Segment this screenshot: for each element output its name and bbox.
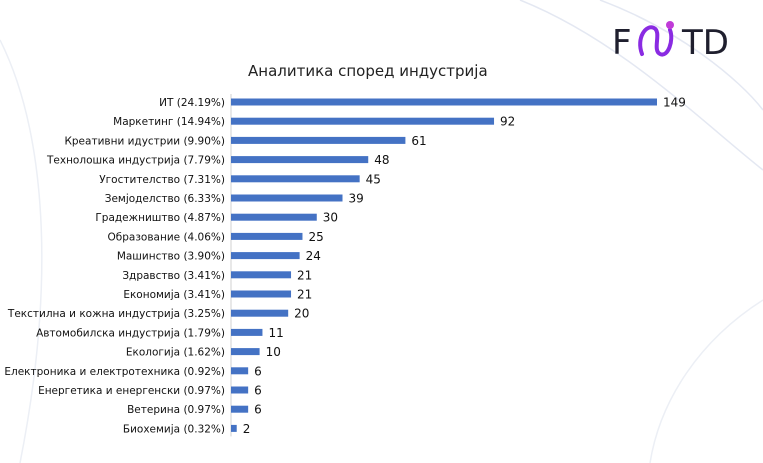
bar [231,136,406,144]
value-label: 149 [663,96,686,110]
value-label: 21 [297,268,312,282]
category-label: Биохемија (0.32%) [123,423,225,435]
brand-logo: F TD [612,21,729,62]
category-label: Образование (4.06%) [107,231,225,243]
value-label: 25 [308,230,323,244]
logo-swirl-icon [638,21,674,57]
bar [231,309,289,317]
value-label: 21 [297,288,312,302]
logo-text-left: F [612,23,632,62]
category-label: Екологија (1.62%) [126,347,225,359]
value-label: 39 [349,192,364,206]
bar [231,252,300,260]
bar [231,328,263,336]
bar [231,232,303,240]
category-label: Автомобилска индустрија (1.79%) [36,327,225,339]
category-label: Маркетинг (14.94%) [113,116,225,128]
category-label: Угостителство (7.31%) [99,174,225,186]
bar [231,213,317,221]
bar [231,424,237,432]
value-label: 10 [266,345,281,359]
bar [231,98,657,106]
category-label: Земјоделство (6.33%) [105,193,225,205]
value-label: 30 [323,211,338,225]
value-label: 6 [254,403,262,417]
category-label: Економија (3.41%) [123,289,225,301]
chart-title: Аналитика според индустрија [248,62,488,80]
bar [231,290,292,298]
category-label: Технолошка индустрија (7.79%) [46,155,225,167]
logo-text-right: TD [681,23,729,62]
bar [231,386,249,394]
bar [231,367,249,375]
bar [231,117,495,125]
bar [231,194,343,202]
bar [231,271,292,279]
value-label: 11 [268,326,283,340]
bar [231,405,249,413]
value-label: 6 [254,384,262,398]
value-label: 20 [294,307,309,321]
category-label: Текстилна и кожна индустрија (3.25%) [7,308,225,320]
category-label: Машинство (3.90%) [117,251,225,263]
bar [231,348,260,356]
value-label: 45 [366,172,381,186]
category-label: Градежништво (4.87%) [95,212,225,224]
category-label: Електроника и електротехника (0.92%) [4,366,225,378]
category-label: Креативни идустрии (9.90%) [64,135,225,147]
category-label: ИТ (24.19%) [159,97,225,109]
value-label: 6 [254,364,262,378]
value-label: 92 [500,115,515,129]
bar [231,175,360,183]
category-label: Енергетика и енергенски (0.97%) [38,385,225,397]
value-label: 24 [306,249,321,263]
category-label: Ветерина (0.97%) [127,404,225,416]
bar [231,156,369,164]
value-label: 2 [243,422,251,436]
value-label: 61 [411,134,426,148]
value-label: 48 [374,153,389,167]
category-label: Здравство (3.41%) [122,270,225,282]
